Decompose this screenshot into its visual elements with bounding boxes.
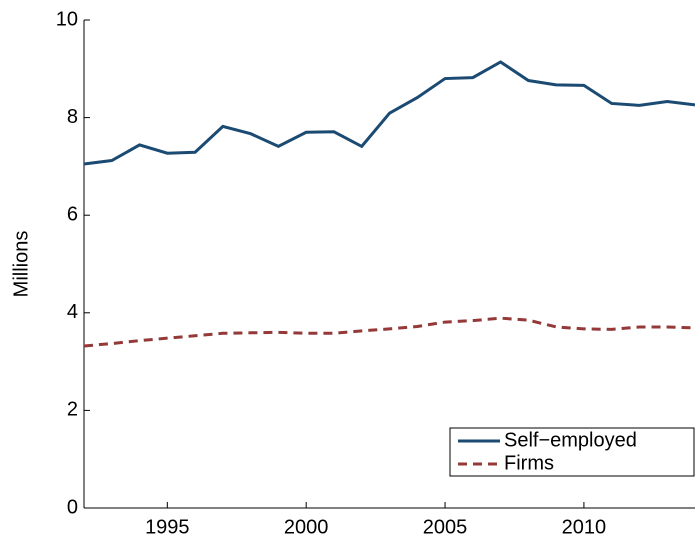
- series-line: [83, 316, 695, 348]
- y-tick-label: 10: [56, 8, 78, 30]
- legend-label: Firms: [504, 452, 554, 474]
- y-tick-label: 6: [67, 203, 78, 225]
- legend-label: Self−employed: [504, 429, 637, 451]
- y-axis-label: Millions: [10, 231, 32, 298]
- y-tick-label: 0: [67, 496, 78, 518]
- y-tick-label: 4: [67, 301, 78, 323]
- legend-box: [449, 427, 695, 477]
- x-tick-label: 2000: [284, 516, 329, 538]
- x-tick-label: 2005: [423, 516, 468, 538]
- x-tick-label: 1995: [145, 516, 190, 538]
- x-tick-label: 2010: [562, 516, 607, 538]
- y-tick-label: 2: [67, 399, 78, 421]
- y-tick-label: 8: [67, 106, 78, 128]
- series-line: [83, 60, 695, 166]
